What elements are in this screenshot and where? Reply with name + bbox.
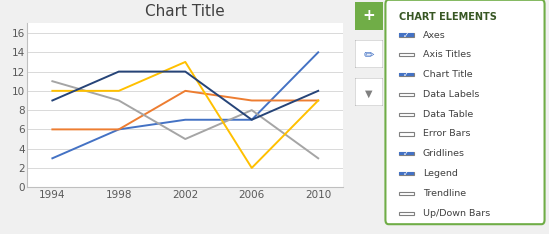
- Text: Chart Title: Chart Title: [423, 70, 473, 79]
- FancyBboxPatch shape: [354, 1, 384, 31]
- Text: Trendline: Trendline: [423, 189, 466, 198]
- Bar: [400, 212, 413, 215]
- Bar: [400, 132, 413, 136]
- Text: Legend: Legend: [423, 169, 458, 178]
- Bar: [400, 172, 413, 175]
- Bar: [400, 53, 413, 56]
- Text: ✓: ✓: [404, 70, 410, 79]
- Bar: [400, 152, 413, 155]
- Text: Axis Titles: Axis Titles: [423, 50, 471, 59]
- Bar: [400, 73, 413, 76]
- Text: +: +: [363, 8, 376, 23]
- Legend: Canada, USA, Russia, Norway, Germany: Canada, USA, Russia, Norway, Germany: [31, 233, 340, 234]
- Text: Axes: Axes: [423, 30, 446, 40]
- Text: Gridlines: Gridlines: [423, 149, 465, 158]
- Bar: [400, 33, 413, 37]
- Text: CHART ELEMENTS: CHART ELEMENTS: [400, 12, 497, 22]
- FancyBboxPatch shape: [355, 78, 383, 106]
- Text: Up/Down Bars: Up/Down Bars: [423, 209, 490, 218]
- Text: Data Labels: Data Labels: [423, 90, 479, 99]
- Bar: [400, 73, 413, 76]
- Bar: [400, 172, 413, 175]
- Bar: [400, 113, 413, 116]
- Text: ✓: ✓: [404, 169, 410, 178]
- Text: ✓: ✓: [404, 30, 410, 40]
- Title: Chart Title: Chart Title: [145, 4, 225, 19]
- Bar: [400, 152, 413, 155]
- FancyBboxPatch shape: [385, 0, 545, 224]
- Bar: [400, 192, 413, 195]
- Bar: [400, 33, 413, 37]
- FancyBboxPatch shape: [355, 40, 383, 68]
- Text: Error Bars: Error Bars: [423, 129, 470, 139]
- Text: Data Table: Data Table: [423, 110, 473, 119]
- Text: ✏: ✏: [364, 49, 374, 62]
- Bar: [400, 93, 413, 96]
- Text: ✓: ✓: [404, 149, 410, 158]
- Text: ▼: ▼: [365, 88, 373, 99]
